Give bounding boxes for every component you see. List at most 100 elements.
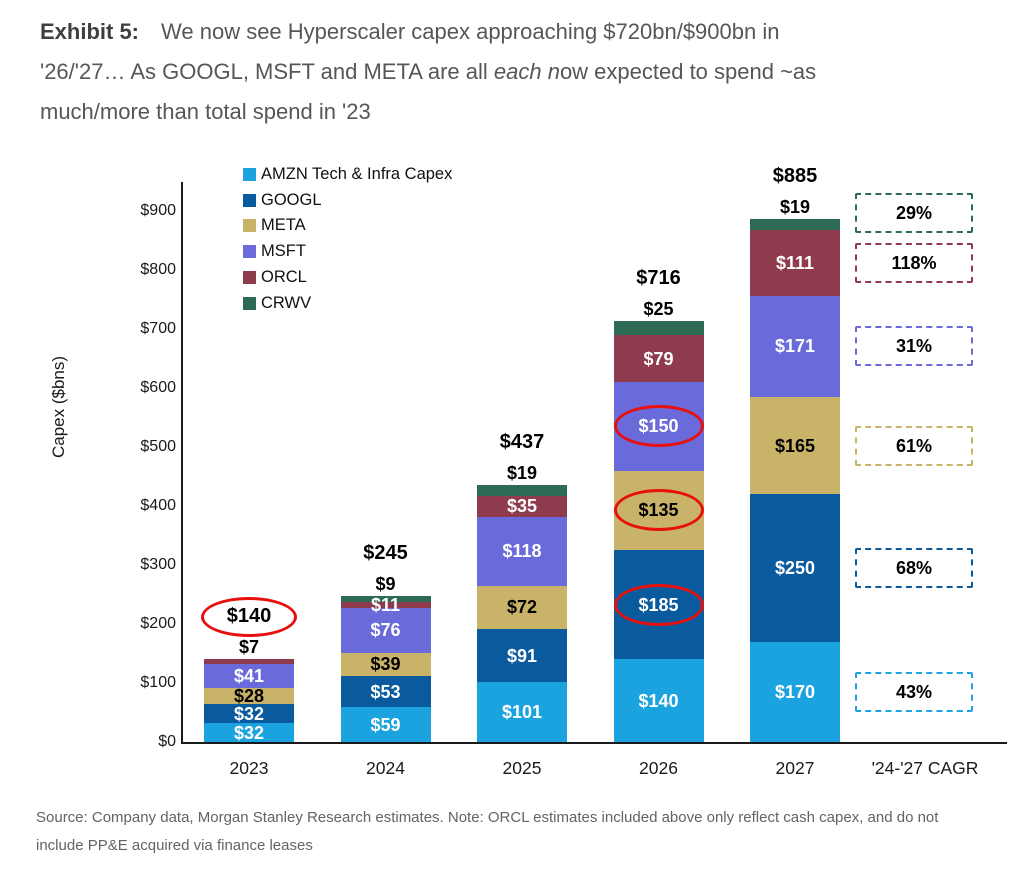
bar-total-2027: $885 xyxy=(772,165,818,188)
legend-label-amzn: AMZN Tech & Infra Capex xyxy=(261,165,453,183)
circle-annotation-msft-2026 xyxy=(613,405,704,448)
bar-label-orcl-2023: $7 xyxy=(238,637,260,658)
bar-label-meta-2027: $165 xyxy=(774,435,816,456)
legend-swatch-msft xyxy=(243,245,256,259)
y-tick-label: $300 xyxy=(140,556,176,573)
bar-segment-msft-2027 xyxy=(750,295,840,397)
bar-segment-meta-2025 xyxy=(477,586,567,629)
bar-total-2024: $245 xyxy=(363,542,408,565)
bar-label-googl-2023: $32 xyxy=(233,703,265,724)
x-tick-label-2027: 2027 xyxy=(775,758,815,778)
bar-segment-orcl-2026 xyxy=(613,335,704,383)
y-tick-label: $800 xyxy=(140,261,176,278)
legend-swatch-googl xyxy=(243,193,256,207)
title-line-2: '26/'27… As GOOGL, MSFT and META are all… xyxy=(40,52,985,92)
exhibit-label: Exhibit 5: xyxy=(40,19,140,44)
y-tick-label: $400 xyxy=(140,497,176,514)
bar-segment-orcl-2023 xyxy=(204,659,294,664)
bar-segment-amzn-2027 xyxy=(750,641,840,742)
bar-label-amzn-2026: $140 xyxy=(638,690,679,711)
title-line-2-italic: each n xyxy=(493,59,560,84)
circle-annotation-total-2023 xyxy=(201,597,297,638)
bar-label-googl-2027: $250 xyxy=(774,557,816,578)
bar-segment-crwv-2027 xyxy=(750,219,840,231)
bar-segment-googl-2027 xyxy=(750,494,840,642)
y-tick-label: $900 xyxy=(140,202,176,219)
legend-swatch-amzn xyxy=(243,168,256,181)
bar-segment-googl-2024 xyxy=(340,675,431,708)
bar-segment-crwv-2026 xyxy=(613,320,704,336)
x-tick-label-2023: 2023 xyxy=(229,758,269,778)
bar-label-crwv-2025: $19 xyxy=(506,462,538,483)
bar-segment-orcl-2025 xyxy=(477,495,567,517)
bar-label-orcl-2027: $111 xyxy=(775,253,815,274)
bar-segment-amzn-2023 xyxy=(204,723,294,742)
y-tick-label: $500 xyxy=(140,438,176,455)
cagr-box-orcl: 118% xyxy=(855,243,973,284)
bar-segment-orcl-2024 xyxy=(340,601,431,609)
bar-label-crwv-2026: $25 xyxy=(643,298,674,319)
legend-label-googl: GOOGL xyxy=(261,190,322,209)
bar-segment-crwv-2025 xyxy=(477,484,567,496)
legend-swatch-crwv xyxy=(243,296,256,310)
bar-segment-crwv-2024 xyxy=(340,596,431,602)
legend-swatch-orcl xyxy=(243,270,256,284)
bar-segment-meta-2023 xyxy=(204,687,294,705)
cagr-box-meta: 61% xyxy=(855,425,973,466)
y-tick-label: $200 xyxy=(140,615,176,632)
y-tick-label: $100 xyxy=(140,674,176,691)
bar-label-meta-2025: $72 xyxy=(506,597,538,618)
title-line-2-pre: '26/'27… As GOOGL, MSFT and META are all xyxy=(40,59,494,84)
source-note-line-1: Source: Company data, Morgan Stanley Res… xyxy=(36,809,939,826)
title-line-1-text: We now see Hyperscaler capex approaching… xyxy=(161,19,780,44)
legend-swatch-meta xyxy=(243,219,256,233)
legend-label-msft: MSFT xyxy=(261,242,306,261)
cagr-box-crwv: 29% xyxy=(855,192,973,233)
y-axis-title: Capex ($bns) xyxy=(49,355,68,459)
bar-label-msft-2024: $76 xyxy=(370,620,401,641)
bar-segment-amzn-2025 xyxy=(477,682,567,742)
y-tick-label: $700 xyxy=(140,320,176,337)
bar-label-amzn-2024: $59 xyxy=(370,714,401,735)
source-note: Source: Company data, Morgan Stanley Res… xyxy=(36,804,1001,860)
bar-label-amzn-2027: $170 xyxy=(774,681,816,702)
capex-stacked-bar-chart: $0 $100 $200 $300 $400 $500 $600 $700 $800 $900 Ca… xyxy=(49,165,1007,778)
bar-label-amzn-2025: $101 xyxy=(501,702,543,723)
bar-segment-meta-2027 xyxy=(750,396,840,495)
bar-label-googl-2024: $53 xyxy=(370,681,401,702)
bar-label-orcl-2024: $11 xyxy=(370,594,401,615)
bar-label-msft-2023: $41 xyxy=(233,665,265,686)
bar-segment-googl-2025 xyxy=(477,628,567,683)
y-tick-label: $600 xyxy=(140,379,176,396)
bar-segment-msft-2024 xyxy=(340,608,431,653)
bar-segment-msft-2023 xyxy=(204,663,294,688)
bar-segment-amzn-2026 xyxy=(613,659,704,742)
x-axis-line xyxy=(181,742,1007,744)
bar-label-orcl-2026: $79 xyxy=(643,348,674,369)
cagr-box-amzn: 43% xyxy=(855,671,973,712)
legend-label-meta: META xyxy=(261,216,306,235)
bar-label-googl-2025: $91 xyxy=(506,645,538,666)
bar-total-2025: $437 xyxy=(499,430,545,453)
title-line-2-post: ow expected to spend ~as xyxy=(559,59,817,84)
exhibit-title: Exhibit 5: We now see Hyperscaler capex a… xyxy=(40,12,985,132)
bar-total-2026: $716 xyxy=(636,266,681,289)
bar-segment-amzn-2024 xyxy=(340,707,431,742)
bar-label-meta-2024: $39 xyxy=(370,654,401,675)
bar-label-crwv-2024: $9 xyxy=(375,574,396,595)
x-tick-label-2025: 2025 xyxy=(502,758,542,778)
bar-label-amzn-2023: $32 xyxy=(233,722,265,743)
circle-annotation-googl-2026 xyxy=(613,583,704,626)
legend-label-orcl: ORCL xyxy=(261,267,307,286)
cagr-box-googl: 68% xyxy=(855,547,973,588)
bar-label-msft-2025: $118 xyxy=(502,541,542,562)
title-line-3: much/more than total spend in '23 xyxy=(40,99,371,124)
bar-label-crwv-2027: $19 xyxy=(779,197,811,218)
bar-segment-googl-2023 xyxy=(204,704,294,724)
bar-segment-orcl-2027 xyxy=(750,230,840,296)
bar-label-orcl-2025: $35 xyxy=(506,496,538,517)
y-tick-label: $0 xyxy=(158,733,176,750)
circle-annotation-meta-2026 xyxy=(613,489,704,532)
x-tick-label-2024: 2024 xyxy=(366,758,405,778)
